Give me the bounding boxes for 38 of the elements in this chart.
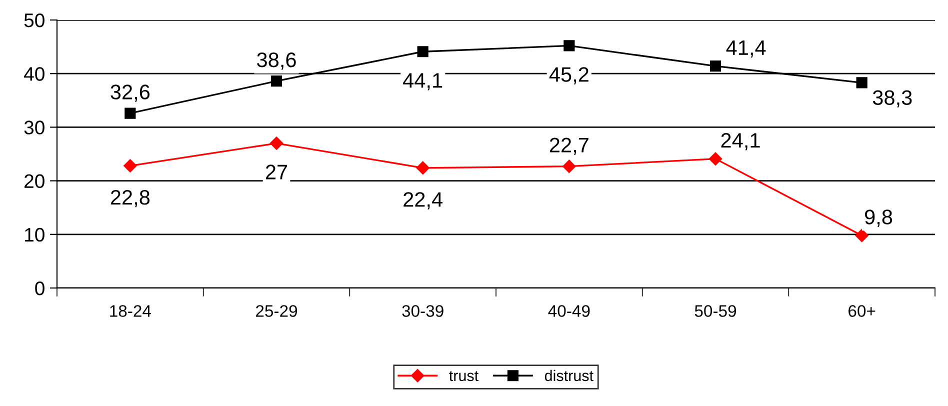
y-tick-label: 0: [35, 281, 44, 296]
x-tick-label: 25-29: [256, 305, 298, 317]
data-label: 27: [266, 164, 288, 180]
point: [270, 136, 284, 150]
y-tick-label: 50: [24, 13, 44, 28]
point: [416, 161, 430, 175]
x-tick-label: 60+: [848, 305, 876, 317]
point: [855, 228, 868, 242]
point: [710, 60, 722, 72]
data-label: 24,1: [721, 132, 760, 150]
data-label: 38,3: [872, 90, 912, 108]
y-tick-label: 40: [24, 67, 44, 81]
x-tick-label: 50-59: [694, 305, 736, 317]
x-tick-label: 18-24: [110, 305, 151, 317]
data-label: 22,4: [404, 192, 442, 210]
legend-label: trust: [449, 371, 478, 382]
data-label: 45,2: [549, 67, 588, 84]
point: [270, 76, 282, 87]
data-label: 44,1: [403, 73, 442, 90]
data-label: 38,6: [257, 52, 296, 70]
data-label: 41,4: [726, 40, 766, 58]
point: [564, 40, 575, 52]
x-tick-label: 40-49: [548, 305, 590, 317]
point: [856, 77, 868, 88]
data-label: 9,8: [864, 210, 892, 227]
point: [124, 159, 137, 172]
data-label: 22,7: [550, 138, 588, 155]
point: [708, 152, 722, 166]
data-label: 32,6: [110, 84, 150, 102]
point: [124, 108, 136, 119]
x-tick-label: 30-39: [402, 305, 444, 317]
point: [562, 160, 576, 173]
y-tick-label: 30: [24, 120, 44, 134]
data-label: 22,8: [110, 190, 150, 208]
y-tick-label: 10: [25, 228, 44, 242]
legend-label: distrust: [544, 370, 594, 382]
y-tick-label: 20: [24, 174, 44, 188]
point: [417, 46, 428, 58]
